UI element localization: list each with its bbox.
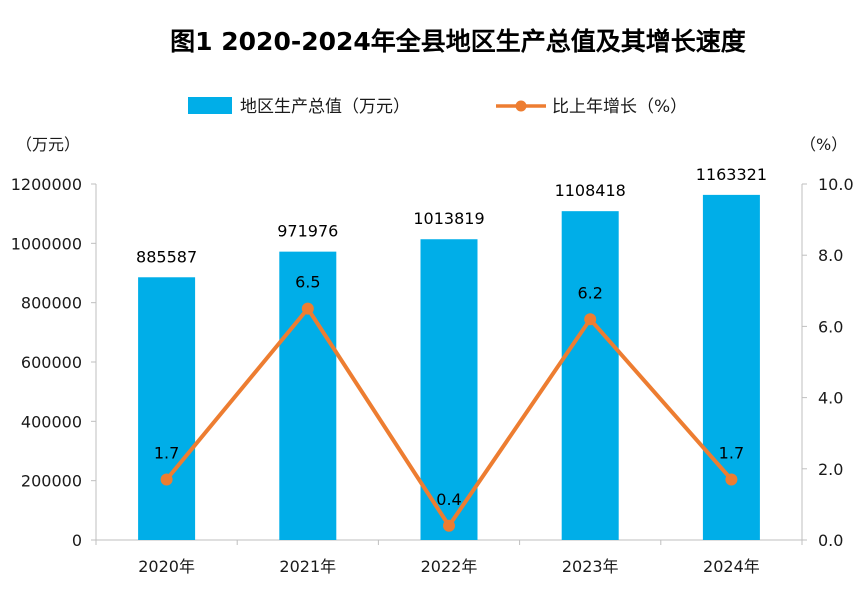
x-tick-label: 2023年 [562,557,619,576]
line-point [725,473,738,486]
left-tick-label: 200000 [21,472,82,491]
x-tick-label: 2020年 [138,557,195,576]
bar [702,194,760,540]
left-tick-label: 400000 [21,412,82,431]
left-tick-label: 1200000 [11,175,82,194]
left-tick-label: 0 [72,531,82,550]
bar [279,251,337,540]
x-tick-label: 2024年 [703,557,760,576]
line-value-label: 1.7 [719,443,744,462]
bar-value-label: 1013819 [413,209,484,228]
line-value-label: 0.4 [436,490,461,509]
line-value-label: 6.2 [577,283,602,302]
legend: 地区生产总值（万元） 比上年增长（%） [188,97,687,117]
line-point [584,313,597,326]
right-tick-label: 4.0 [818,389,843,408]
left-tick-label: 1000000 [11,234,82,253]
line-value-label: 6.5 [295,273,320,292]
line-point [301,302,314,315]
line-value-label: 1.7 [154,443,179,462]
bar-series [138,194,760,541]
right-tick-label: 0.0 [818,531,843,550]
right-axis-unit: （%） [800,135,847,154]
left-axis-unit: （万元） [16,135,80,154]
bar [561,211,619,541]
right-tick-label: 6.0 [818,317,843,336]
chart-title: 图1 2020-2024年全县地区生产总值及其增长速度 [170,27,746,56]
right-tick-label: 2.0 [818,460,843,479]
bar [138,277,196,540]
legend-bar-label: 地区生产总值（万元） [240,97,410,117]
line-series [160,302,738,532]
legend-line-marker [515,100,527,112]
bar-value-label: 1163321 [696,165,767,184]
line-point [443,519,455,532]
line-point [160,473,173,486]
bar-value-label: 1108418 [555,181,626,200]
legend-bar-swatch [188,97,232,114]
axes: 0 200000 400000 600000 800000 1000000 1200000 0… [11,175,854,576]
x-tick-label: 2021年 [279,557,336,576]
x-tick-label: 2022年 [421,557,478,576]
left-tick-label: 800000 [21,294,82,313]
bar-value-label: 885587 [136,247,197,266]
bar [420,239,478,540]
left-tick-label: 600000 [21,353,82,372]
data-labels: 885587 971976 1013819 1108418 1163321 1.7 6.5 0… [136,165,767,509]
right-tick-label: 8.0 [818,246,843,265]
legend-line-label: 比上年增长（%） [552,97,687,117]
bar-value-label: 971976 [277,222,338,241]
right-tick-label: 10.0 [818,175,854,194]
